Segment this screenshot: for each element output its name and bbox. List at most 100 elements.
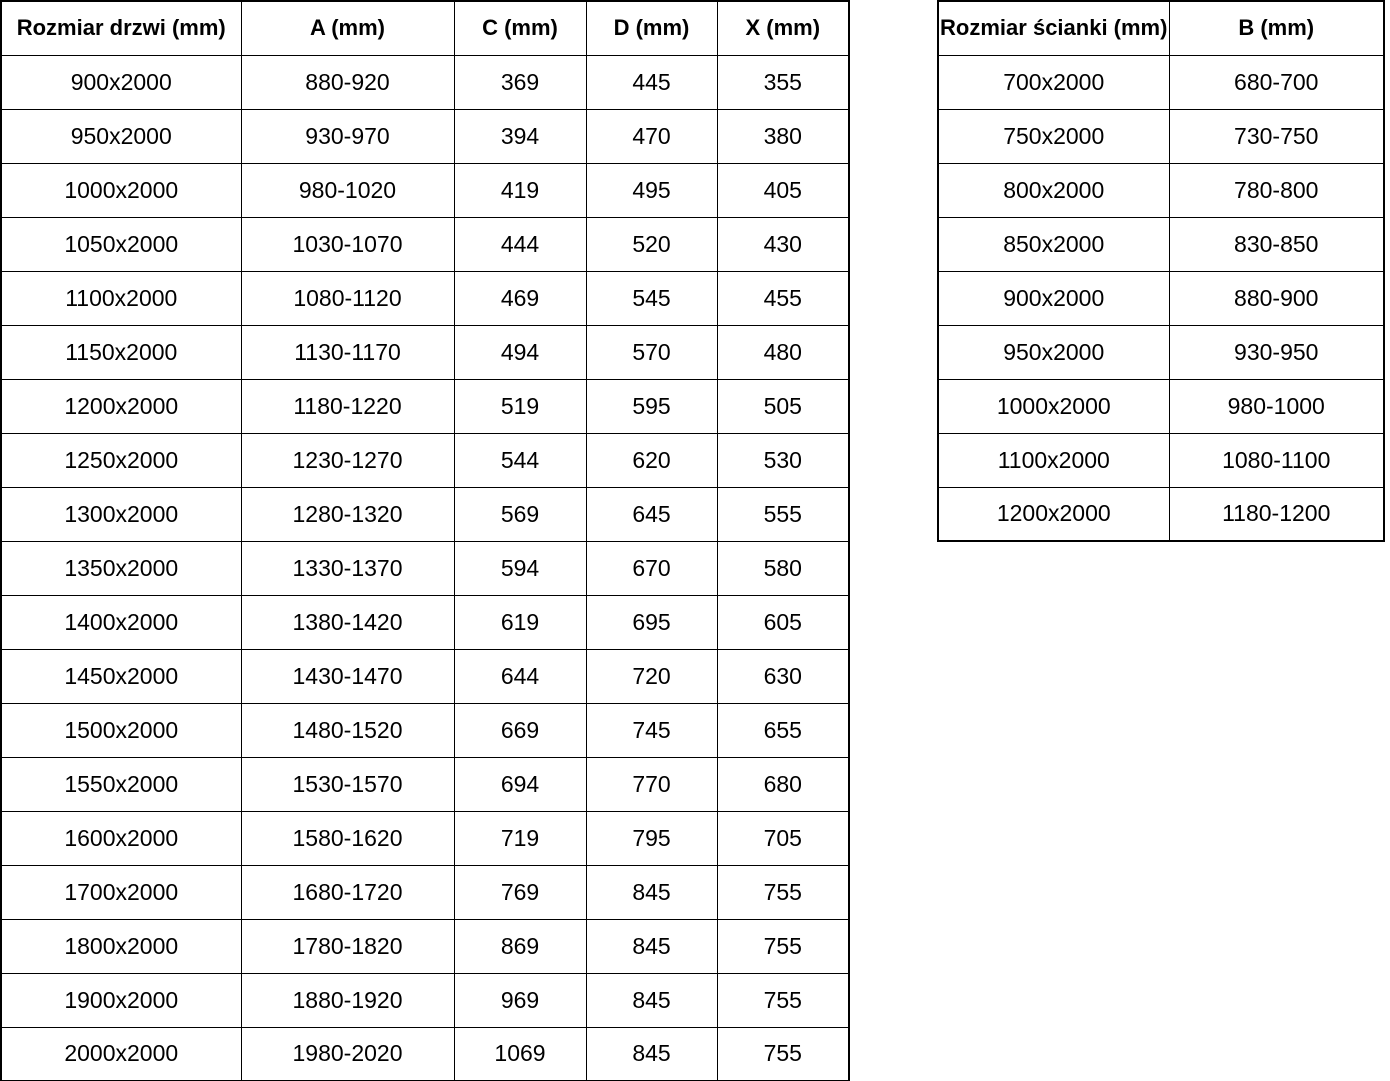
table-cell: 520 [585,216,718,272]
table-cell: 394 [453,108,587,164]
table-cell: 694 [453,756,587,812]
table-header-row: Rozmiar ścianki (mm) B (mm) [937,0,1385,56]
table-cell: 495 [585,162,718,218]
table-cell: 1530-1570 [240,756,455,812]
table-cell: 969 [453,972,587,1028]
table-cell: 845 [585,1026,718,1081]
table-cell: 980-1000 [1168,378,1385,434]
table-cell: 845 [585,972,718,1028]
table-cell: 800x2000 [937,162,1170,218]
table-cell: 445 [585,54,718,110]
table-cell: 1230-1270 [240,432,455,488]
column-header: C (mm) [453,0,587,56]
table-cell: 1069 [453,1026,587,1081]
table-cell: 1550x2000 [0,756,242,812]
table-cell: 1280-1320 [240,486,455,542]
table-cell: 1580-1620 [240,810,455,866]
table-cell: 1050x2000 [0,216,242,272]
table-row: 1250x2000 1230-1270 544 620 530 [0,432,850,488]
door-size-table: Rozmiar drzwi (mm) A (mm) C (mm) D (mm) X (m… [0,0,850,1081]
table-cell: 355 [716,54,850,110]
table-row: 1100x2000 1080-1100 [937,432,1385,488]
table-row: 1600x2000 1580-1620 719 795 705 [0,810,850,866]
table-cell: 444 [453,216,587,272]
table-cell: 1130-1170 [240,324,455,380]
table-cell: 1180-1220 [240,378,455,434]
table-cell: 755 [716,864,850,920]
table-cell: 1700x2000 [0,864,242,920]
table-cell: 880-900 [1168,270,1385,326]
table-cell: 720 [585,648,718,704]
table-row: 1350x2000 1330-1370 594 670 580 [0,540,850,596]
table-cell: 1400x2000 [0,594,242,650]
table-cell: 950x2000 [937,324,1170,380]
table-cell: 469 [453,270,587,326]
table-cell: 750x2000 [937,108,1170,164]
table-header-row: Rozmiar drzwi (mm) A (mm) C (mm) D (mm) X (m… [0,0,850,56]
table-cell: 480 [716,324,850,380]
table-cell: 930-970 [240,108,455,164]
table-row: 950x2000 930-970 394 470 380 [0,108,850,164]
table-cell: 670 [585,540,718,596]
wall-size-table: Rozmiar ścianki (mm) B (mm) 700x2000 680-70… [937,0,1385,542]
column-header: D (mm) [585,0,718,56]
table-row: 1550x2000 1530-1570 694 770 680 [0,756,850,812]
table-cell: 755 [716,972,850,1028]
table-cell: 630 [716,648,850,704]
table-cell: 850x2000 [937,216,1170,272]
table-cell: 569 [453,486,587,542]
table-cell: 494 [453,324,587,380]
table-cell: 430 [716,216,850,272]
table-row: 1800x2000 1780-1820 869 845 755 [0,918,850,974]
table-cell: 644 [453,648,587,704]
table-row: 1400x2000 1380-1420 619 695 605 [0,594,850,650]
table-cell: 1330-1370 [240,540,455,596]
table-cell: 1780-1820 [240,918,455,974]
table-row: 2000x2000 1980-2020 1069 845 755 [0,1026,850,1081]
table-cell: 1480-1520 [240,702,455,758]
table-cell: 655 [716,702,850,758]
table-row: 950x2000 930-950 [937,324,1385,380]
table-cell: 470 [585,108,718,164]
table-cell: 419 [453,162,587,218]
table-cell: 695 [585,594,718,650]
table-cell: 1030-1070 [240,216,455,272]
table-cell: 680 [716,756,850,812]
table-cell: 1980-2020 [240,1026,455,1081]
table-cell: 645 [585,486,718,542]
table-cell: 619 [453,594,587,650]
table-cell: 1250x2000 [0,432,242,488]
table-cell: 900x2000 [937,270,1170,326]
table-row: 1050x2000 1030-1070 444 520 430 [0,216,850,272]
table-cell: 595 [585,378,718,434]
table-row: 1000x2000 980-1000 [937,378,1385,434]
table-cell: 455 [716,270,850,326]
table-cell: 1080-1120 [240,270,455,326]
table-cell: 730-750 [1168,108,1385,164]
table-row: 1700x2000 1680-1720 769 845 755 [0,864,850,920]
table-cell: 570 [585,324,718,380]
table-cell: 1080-1100 [1168,432,1385,488]
table-cell: 1380-1420 [240,594,455,650]
table-cell: 1800x2000 [0,918,242,974]
table-cell: 1900x2000 [0,972,242,1028]
table-cell: 530 [716,432,850,488]
table-cell: 369 [453,54,587,110]
table-cell: 545 [585,270,718,326]
table-row: 800x2000 780-800 [937,162,1385,218]
table-cell: 1450x2000 [0,648,242,704]
table-cell: 380 [716,108,850,164]
table-cell: 1200x2000 [0,378,242,434]
table-row: 1450x2000 1430-1470 644 720 630 [0,648,850,704]
table-row: 900x2000 880-920 369 445 355 [0,54,850,110]
table-row: 750x2000 730-750 [937,108,1385,164]
table-cell: 519 [453,378,587,434]
table-cell: 769 [453,864,587,920]
table-cell: 1000x2000 [0,162,242,218]
table-row: 1000x2000 980-1020 419 495 405 [0,162,850,218]
table-cell: 555 [716,486,850,542]
table-cell: 930-950 [1168,324,1385,380]
table-cell: 705 [716,810,850,866]
table-cell: 745 [585,702,718,758]
table-cell: 594 [453,540,587,596]
